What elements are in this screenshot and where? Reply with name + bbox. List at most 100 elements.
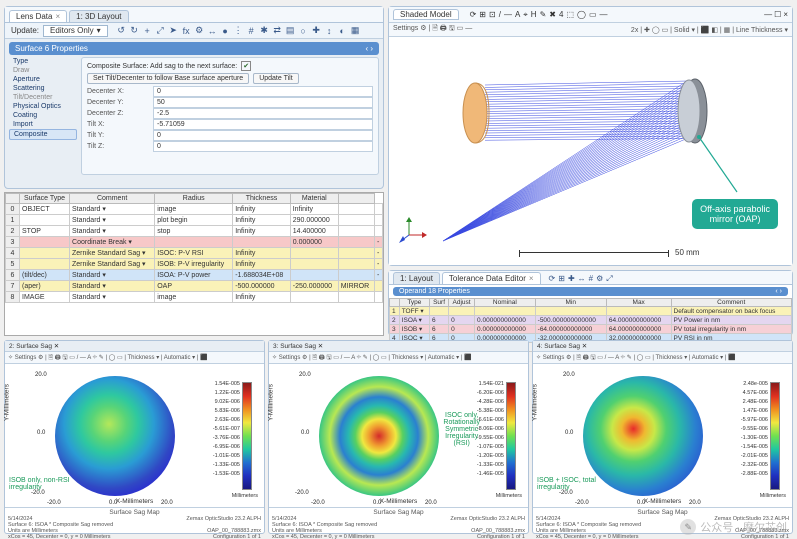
toolbar-icon[interactable]: ⤢ (606, 274, 612, 284)
toolbar-icon[interactable]: ✱ (259, 25, 270, 36)
toolbar-icon[interactable]: ⤢ (155, 25, 166, 36)
col-header[interactable]: Nominal (475, 299, 536, 307)
prop-category-composite[interactable]: Composite (9, 129, 77, 140)
toolbar-icon[interactable]: ● (220, 25, 231, 36)
toolbar-icon[interactable]: ✎ (540, 10, 547, 20)
toolbar-icon[interactable]: / (499, 10, 501, 20)
toolbar-icon[interactable]: ✖ (549, 10, 556, 20)
col-header[interactable]: Min (535, 299, 606, 307)
col-header[interactable]: Radius (155, 194, 233, 204)
toolbar-icon[interactable]: ▤ (285, 25, 296, 36)
prop-category-tiltdecenter[interactable]: Tilt/Decenter (9, 93, 77, 102)
plot-toolbar[interactable]: ✧ Settings ⚙ | 🗎 🖨 🖫 ▭ / — A ⌖ ✎ | ◯ ▭ |… (533, 352, 792, 364)
table-row[interactable]: 5Zernike Standard Sag ▾ISOB: P-V irregul… (6, 259, 383, 270)
tab-layout[interactable]: 1: Layout (393, 272, 440, 284)
field-input[interactable]: -2.5 (153, 108, 373, 119)
toolbar-icon[interactable]: H (531, 10, 537, 20)
field-input[interactable]: 50 (153, 97, 373, 108)
tab-3d-layout[interactable]: 1: 3D Layout (69, 10, 128, 22)
field-input[interactable]: -5.71059 (153, 119, 373, 130)
plot-toolbar[interactable]: ✧ Settings ⚙ | 🗎 🖨 🖫 ▭ / — A ⌖ ✎ | ◯ ▭ |… (5, 352, 264, 364)
close-icon[interactable]: × (55, 12, 60, 21)
minimize-icon[interactable]: — (764, 10, 772, 19)
toolbar-icon[interactable]: ⚙ (194, 25, 205, 36)
prop-category-aperture[interactable]: Aperture (9, 75, 77, 84)
toolbar-icon[interactable]: ✚ (568, 274, 575, 284)
toolbar-icon[interactable]: ▦ (350, 25, 361, 36)
toolbar-icon[interactable]: ⚙ (596, 274, 603, 284)
toolbar-icon[interactable]: ✚ (311, 25, 322, 36)
toolbar-icon[interactable]: ◐ (337, 25, 348, 36)
prop-category-coating[interactable]: Coating (9, 111, 77, 120)
update-mode-select[interactable]: Editors Only▾ (43, 25, 108, 37)
table-row[interactable]: 2ISOA ▾600.000000000000-500.000000000000… (390, 316, 792, 325)
toolbar-icon[interactable]: # (589, 274, 593, 284)
plot-tab[interactable]: 2: Surface Sag ✕ (5, 341, 264, 352)
plot-tab[interactable]: 4: Surface Sag ✕ (533, 341, 792, 352)
toolbar-icon[interactable]: 4 (559, 10, 563, 20)
table-row[interactable]: 2STOPStandard ▾stopInfinity14.400000 (6, 226, 383, 237)
tab-tolerance-editor[interactable]: Tolerance Data Editor× (442, 272, 541, 284)
table-row[interactable]: 1TOFF ▾Default compensator on back focus (390, 307, 792, 316)
col-header[interactable]: Comment (671, 299, 791, 307)
toolbar-icon[interactable]: ↕ (324, 25, 335, 36)
properties-header[interactable]: Surface 6 Properties ‹ › (9, 42, 379, 55)
col-header[interactable]: Surf (430, 299, 449, 307)
tol-prop-header[interactable]: Operand 18 Properties‹ › (393, 287, 788, 296)
toolbar-icon[interactable]: — (600, 10, 608, 20)
viewport-3d[interactable]: Off-axis parabolicmirror (OAP) 50 mm (389, 37, 792, 265)
toolbar-icon[interactable]: ⊡ (489, 10, 496, 20)
field-input[interactable]: 0 (153, 141, 373, 152)
toolbar-icon[interactable]: ⬚ (566, 10, 574, 20)
table-row[interactable]: 1Standard ▾plot beginInfinity290.000000 (6, 215, 383, 226)
settings-left[interactable]: Settings ⚙ | 🗎 🖨 🖫 ▭ — (393, 24, 472, 35)
toolbar-icon[interactable]: ⊞ (479, 10, 486, 20)
plot-area[interactable]: Y-Millimeters X-Millimeters 20.0 0.0 -20… (533, 364, 792, 507)
col-header[interactable]: Material (290, 194, 338, 204)
toolbar-icon[interactable]: — (504, 10, 512, 20)
prop-category-draw[interactable]: Draw (9, 66, 77, 75)
tab-shaded-model[interactable]: Shaded Model (393, 9, 459, 20)
prop-category-import[interactable]: Import (9, 120, 77, 129)
plot-toolbar[interactable]: ✧ Settings ⚙ | 🗎 🖨 🖫 ▭ / — A ⌖ ✎ | ◯ ▭ |… (269, 352, 528, 364)
prop-category-scattering[interactable]: Scattering (9, 84, 77, 93)
plot-area[interactable]: Y-Millimeters X-Millimeters 20.0 0.0 -20… (5, 364, 264, 507)
tab-lens-data[interactable]: Lens Data× (9, 10, 67, 22)
set-tilt-button[interactable]: Set Tilt/Decenter to follow Base surface… (87, 73, 249, 84)
toolbar-icon[interactable]: ↺ (116, 25, 127, 36)
col-header[interactable]: Adjust (449, 299, 475, 307)
maximize-icon[interactable]: ☐ (774, 10, 781, 19)
prop-category-type[interactable]: Type (9, 57, 77, 66)
toolbar-icon[interactable]: ↔ (578, 274, 586, 284)
toolbar-icon[interactable]: ⋮ (233, 25, 244, 36)
toolbar-icon[interactable]: ➤ (168, 25, 179, 36)
composite-checkbox[interactable]: ✔ (241, 61, 251, 71)
prop-category-physicaloptics[interactable]: Physical Optics (9, 102, 77, 111)
toolbar-icon[interactable]: # (246, 25, 257, 36)
toolbar-icon[interactable]: + (142, 25, 153, 36)
field-input[interactable]: 0 (153, 130, 373, 141)
toolbar-icon[interactable]: ⊞ (558, 274, 565, 284)
col-header[interactable]: Type (399, 299, 429, 307)
lens-table[interactable]: Surface TypeCommentRadiusThicknessMateri… (5, 193, 383, 303)
plot-area[interactable]: Y-Millimeters X-Millimeters 20.0 0.0 -20… (269, 364, 528, 507)
table-row[interactable]: 0OBJECTStandard ▾imageInfinityInfinity (6, 204, 383, 215)
col-header[interactable] (6, 194, 20, 204)
close-icon[interactable]: × (529, 274, 534, 283)
toolbar-icon[interactable]: ⟳ (470, 10, 477, 20)
table-row[interactable]: 3Coordinate Break ▾0.000000- (6, 237, 383, 248)
table-row[interactable]: 3ISOB ▾600.000000000000-64.0000000000006… (390, 325, 792, 334)
table-row[interactable]: 8IMAGEStandard ▾imageInfinity (6, 292, 383, 303)
col-header[interactable]: Thickness (233, 194, 291, 204)
update-tilt-button[interactable]: Update Tilt (253, 73, 298, 84)
col-header[interactable]: Comment (70, 194, 155, 204)
toolbar-icon[interactable]: ⟳ (549, 274, 556, 284)
toolbar-icon[interactable]: ⌖ (523, 10, 528, 20)
toolbar-icon[interactable]: ◯ (577, 10, 586, 20)
settings-right[interactable]: 2x | ✚ ◯ ▭ | Solid ▾ | ⬛ ◧ | ▦ | Line Th… (631, 26, 788, 34)
toolbar-icon[interactable]: ⇄ (272, 25, 283, 36)
plot-tab[interactable]: 3: Surface Sag ✕ (269, 341, 528, 352)
col-header[interactable] (338, 194, 374, 204)
toolbar-icon[interactable]: ↔ (207, 25, 218, 36)
table-row[interactable]: 7(aper)Standard ▾OAP-500.000000-250.0000… (6, 281, 383, 292)
